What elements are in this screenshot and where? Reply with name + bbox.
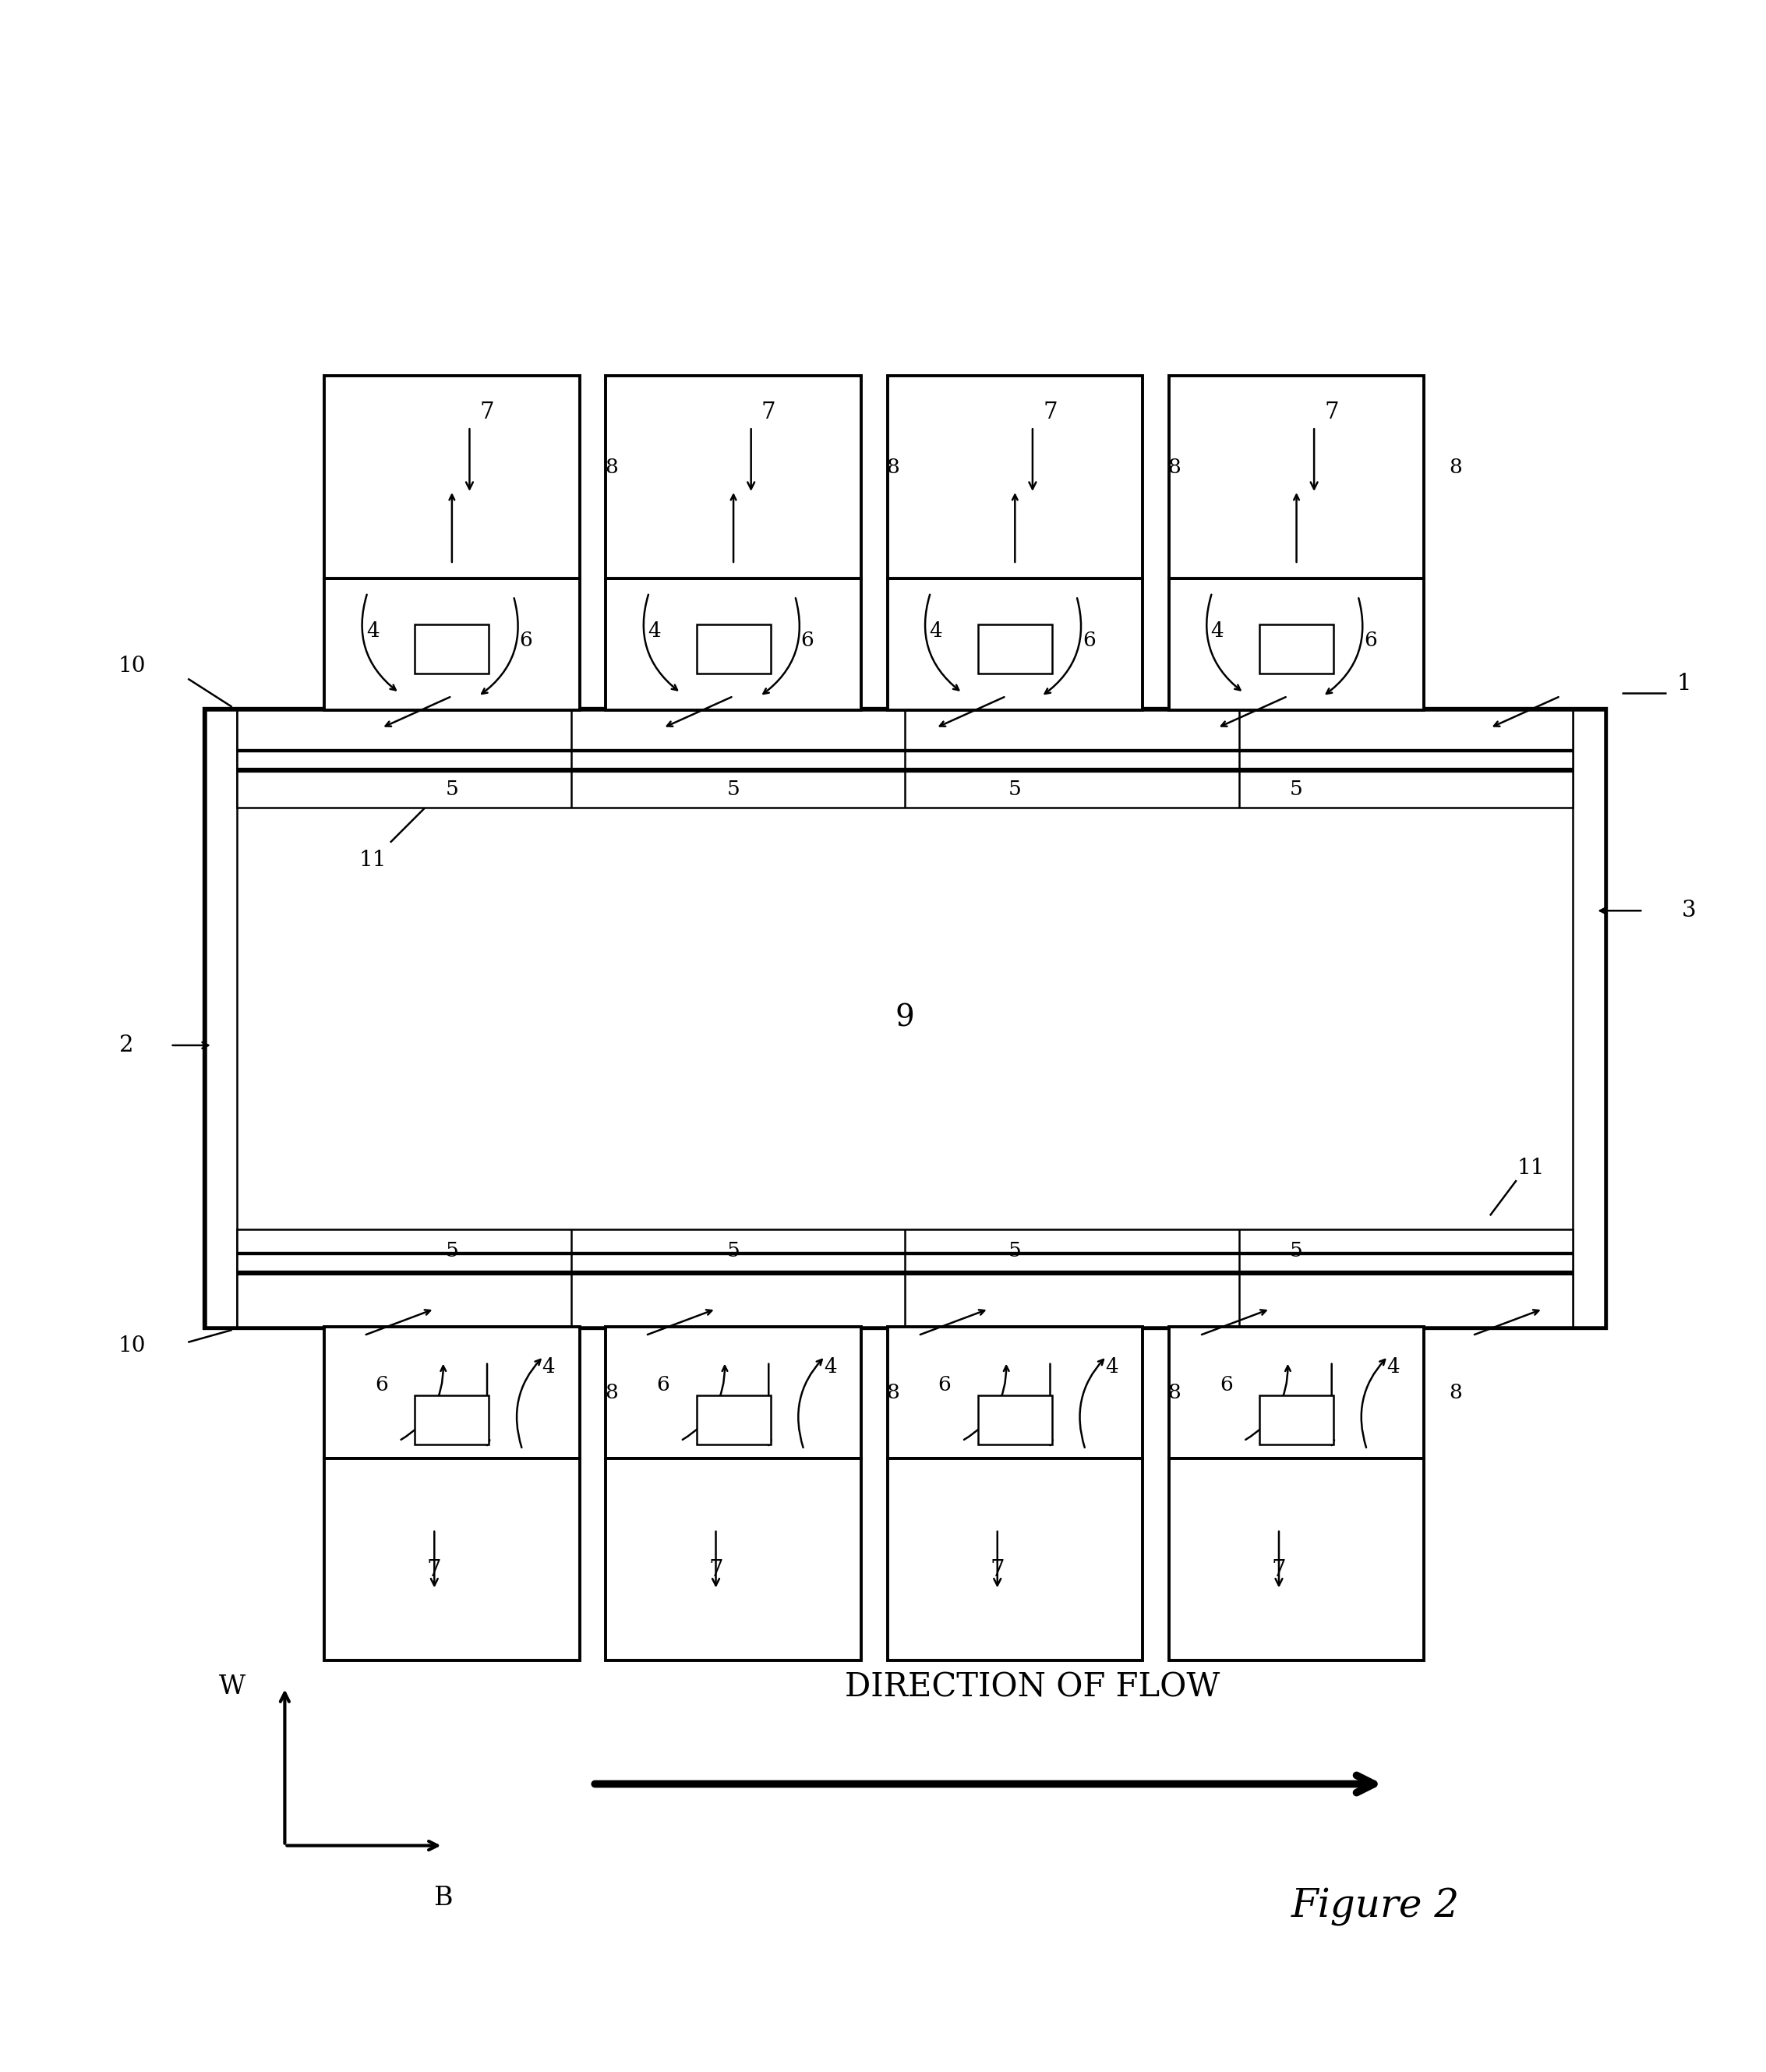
Text: 10: 10 [118,1336,145,1357]
Bar [325,1326,579,1459]
Text: DIRECTION OF FLOW: DIRECTION OF FLOW [844,1670,1220,1703]
Text: 5: 5 [445,1241,459,1260]
Bar [1574,711,1604,1326]
Bar [606,1326,862,1459]
Bar [1169,1326,1423,1459]
Bar [978,624,1053,673]
Text: 1: 1 [1676,673,1690,694]
Text: 2: 2 [118,1034,134,1057]
Text: 11: 11 [358,850,387,870]
Bar [696,624,770,673]
Bar [1169,578,1423,711]
Text: 8: 8 [887,458,899,477]
Text: 8: 8 [1167,458,1181,477]
Text: 7: 7 [761,402,775,423]
Bar [205,711,237,1326]
Text: W: W [219,1674,245,1699]
Bar [887,1326,1143,1459]
Text: 6: 6 [519,630,532,651]
Text: 4: 4 [366,622,380,640]
Text: 5: 5 [1008,1241,1021,1260]
Text: 6: 6 [1363,630,1377,651]
Bar [325,1459,579,1662]
Text: 3: 3 [1681,899,1695,922]
Text: 8: 8 [1450,458,1462,477]
Text: 4: 4 [823,1357,837,1376]
Bar [1259,624,1333,673]
Bar [325,578,579,711]
Text: 5: 5 [1289,779,1303,800]
Text: 7: 7 [1044,402,1058,423]
Text: 4: 4 [542,1357,555,1376]
Text: 7: 7 [1272,1558,1286,1581]
Text: 6: 6 [374,1374,389,1394]
Bar [606,1459,862,1662]
Text: 5: 5 [1289,1241,1303,1260]
Text: 7: 7 [480,402,494,423]
Text: 8: 8 [1167,1382,1181,1403]
Text: 4: 4 [1106,1357,1118,1376]
Bar [237,711,1574,808]
Bar [606,578,862,711]
Text: Figure 2: Figure 2 [1291,1888,1460,1927]
Bar [1169,1459,1423,1662]
Text: 6: 6 [1083,630,1095,651]
Text: 4: 4 [648,622,660,640]
Text: 9: 9 [895,1005,915,1032]
Text: 6: 6 [1220,1374,1233,1394]
Bar [696,1394,770,1444]
Text: 6: 6 [800,630,814,651]
Text: 5: 5 [728,1241,740,1260]
Text: 5: 5 [445,779,459,800]
Text: 7: 7 [991,1558,1005,1581]
Bar [415,624,489,673]
Text: 8: 8 [1450,1382,1462,1403]
Bar [887,1459,1143,1662]
Text: 8: 8 [887,1382,899,1403]
Text: 7: 7 [1324,402,1339,423]
Bar [1169,375,1423,578]
Text: 8: 8 [604,458,618,477]
Text: 6: 6 [657,1374,669,1394]
Text: 6: 6 [938,1374,952,1394]
Text: 4: 4 [929,622,943,640]
Bar [887,578,1143,711]
Text: 11: 11 [1517,1158,1543,1179]
Text: 4: 4 [1211,622,1224,640]
Text: B: B [434,1886,452,1910]
Text: 5: 5 [1008,779,1021,800]
Bar [325,375,579,578]
Text: 7: 7 [708,1558,722,1581]
Text: 10: 10 [118,657,145,678]
Text: 8: 8 [604,1382,618,1403]
Bar [978,1394,1053,1444]
Text: 7: 7 [427,1558,442,1581]
Bar [606,375,862,578]
Bar [205,711,1604,1326]
Text: 5: 5 [728,779,740,800]
Bar [887,375,1143,578]
Bar [237,1229,1574,1326]
Text: 4: 4 [1386,1357,1400,1376]
Bar [415,1394,489,1444]
Bar [1259,1394,1333,1444]
